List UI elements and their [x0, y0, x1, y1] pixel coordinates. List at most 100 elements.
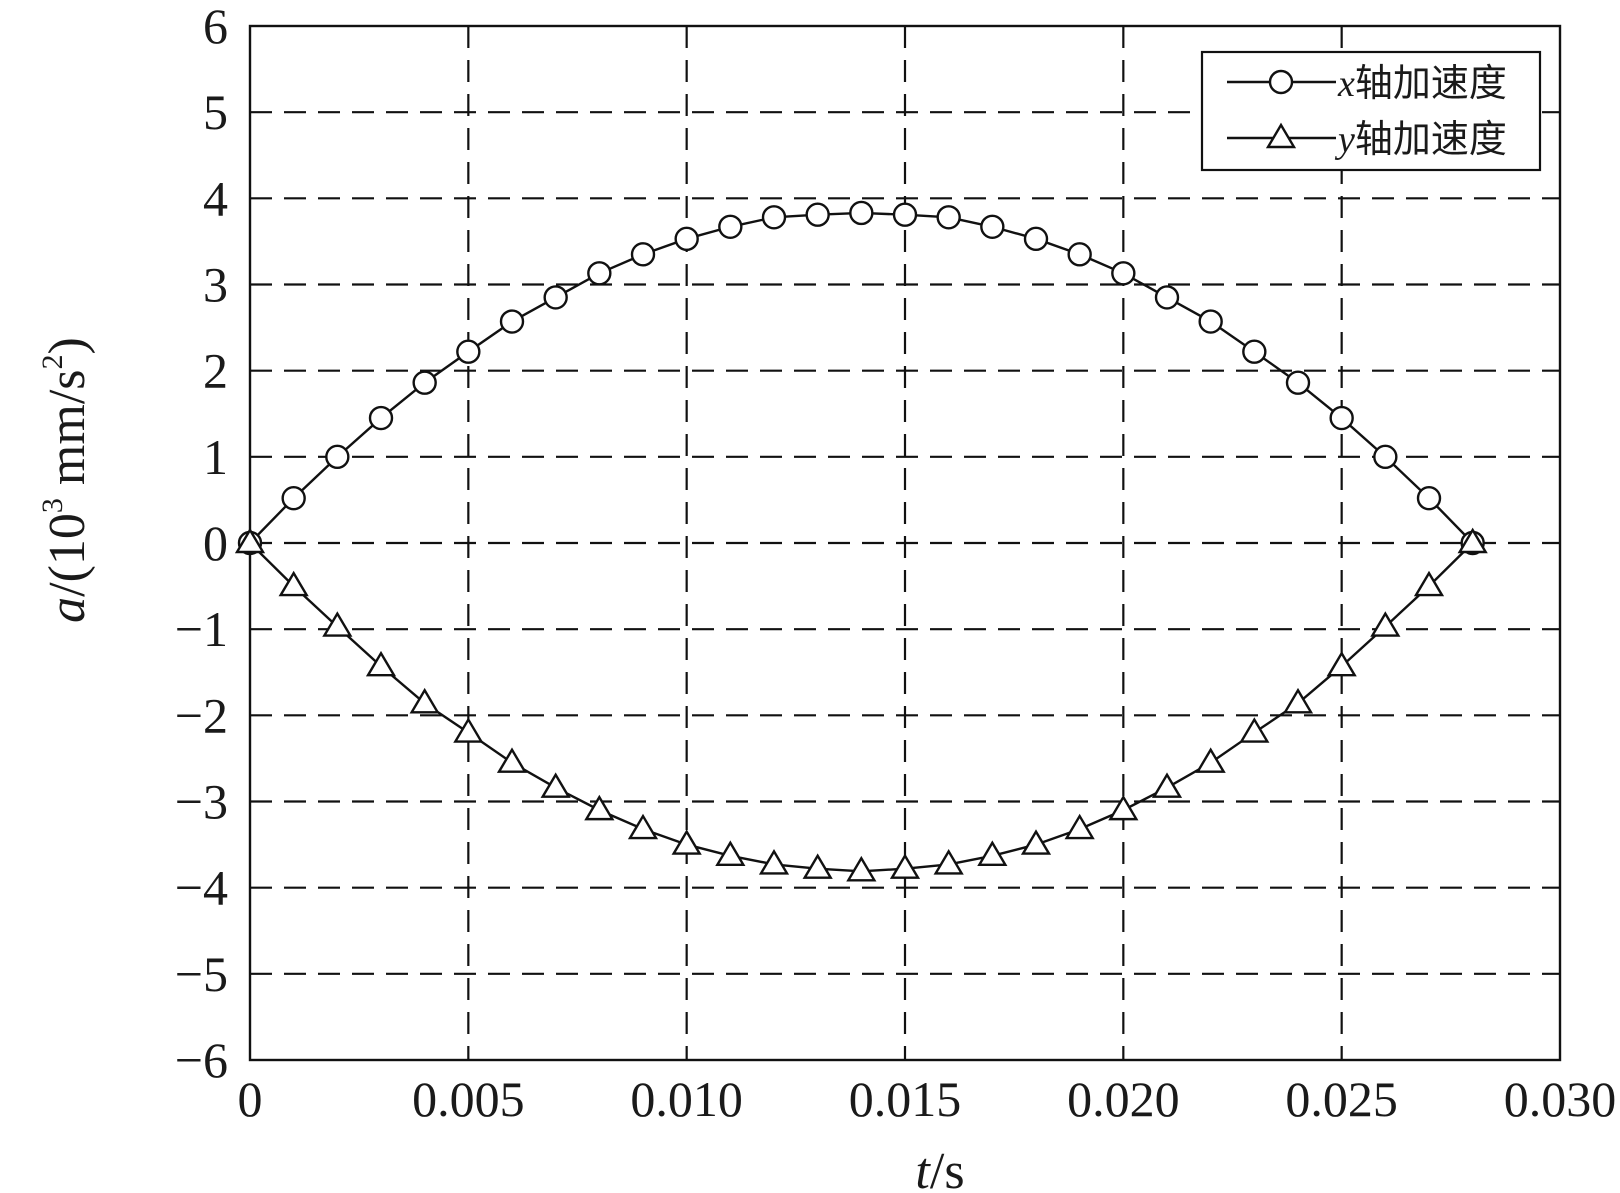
- data-point-triangle: [715, 840, 746, 866]
- data-point-triangle: [977, 840, 1008, 866]
- data-point-triangle: [846, 855, 877, 882]
- data-point-circle: [1242, 339, 1267, 364]
- data-point-circle: [587, 261, 612, 286]
- data-point-circle: [1067, 242, 1092, 267]
- legend-label-x-text: 轴加速度: [1355, 63, 1507, 105]
- x-tick-label: 0.025: [1285, 1071, 1398, 1127]
- data-point-circle: [1154, 285, 1180, 310]
- data-point-circle: [936, 205, 961, 230]
- data-point-triangle: [540, 772, 571, 798]
- data-point-triangle: [1413, 570, 1445, 597]
- data-point-circle: [456, 339, 481, 364]
- x-axis-title-symbol: t: [915, 1143, 931, 1193]
- data-point-triangle: [1326, 650, 1357, 677]
- x-tick-label: 0: [238, 1071, 263, 1127]
- data-point-circle: [718, 214, 743, 239]
- y-tick-labels: 6 5 4 3 2 1 0 −1 −2 −3 −4 −5 −6: [175, 0, 228, 1088]
- data-point-circle: [805, 202, 830, 227]
- y-tick-label: −1: [175, 601, 228, 657]
- data-point-circle: [980, 214, 1005, 239]
- data-point-triangle: [627, 813, 659, 840]
- legend-label-x: x轴加速度: [1337, 63, 1507, 105]
- data-point-circle: [412, 370, 437, 395]
- x-tick-label: 0.010: [630, 1071, 743, 1127]
- y-tick-label: 3: [203, 257, 228, 313]
- data-point-triangle: [1020, 829, 1052, 855]
- y-tick-label: −5: [175, 946, 228, 1002]
- x-axis-title-unit: /s: [930, 1143, 965, 1193]
- data-point-triangle: [409, 687, 440, 714]
- y-axis-title-unit-post: ): [39, 337, 96, 354]
- y-tick-label: 4: [203, 170, 228, 226]
- data-point-circle: [674, 226, 699, 252]
- x-tick-label: 0.005: [412, 1071, 525, 1127]
- data-point-triangle: [1370, 611, 1401, 637]
- data-point-triangle: [234, 527, 266, 554]
- legend-label-y-symbol: y: [1334, 119, 1355, 161]
- data-point-circle: [543, 285, 568, 310]
- legend: x轴加速度 y轴加速度: [1200, 50, 1542, 172]
- x-tick-labels: 0 0.005 0.010 0.015 0.020 0.025 0.030: [238, 1071, 1617, 1127]
- y-tick-label: 1: [203, 429, 228, 485]
- data-point-triangle: [1457, 527, 1488, 554]
- y-tick-label: −4: [175, 860, 228, 916]
- data-point-circle: [1329, 405, 1354, 431]
- data-point-triangle: [1064, 813, 1095, 840]
- legend-marker-circle: [1268, 69, 1294, 95]
- data-point-circle: [1111, 261, 1136, 286]
- y-tick-label: 0: [203, 515, 228, 571]
- data-point-circle: [281, 485, 306, 511]
- legend-marker-triangle: [1265, 122, 1297, 149]
- y-tick-label: 6: [203, 0, 228, 54]
- data-point-triangle: [933, 849, 964, 875]
- y-tick-label: −6: [175, 1032, 228, 1088]
- legend-label-y-text: 轴加速度: [1355, 119, 1507, 161]
- data-point-circle: [761, 205, 787, 230]
- y-axis-title: a/(103 mm/s2): [36, 337, 96, 623]
- series-x-acceleration: [237, 200, 1485, 556]
- data-point-circle: [1023, 226, 1049, 252]
- x-tick-label: 0.020: [1067, 1071, 1180, 1127]
- x-axis-title: t/s: [915, 1143, 964, 1193]
- data-point-circle: [368, 405, 394, 431]
- data-point-triangle: [1282, 687, 1314, 714]
- legend-box: [1200, 50, 1542, 172]
- data-point-triangle: [584, 794, 615, 821]
- y-tick-label: −2: [175, 687, 228, 743]
- data-point-circle: [892, 202, 918, 227]
- data-point-circle: [1285, 370, 1311, 395]
- data-point-circle: [1373, 444, 1398, 470]
- data-point-circle: [1198, 309, 1223, 334]
- y-axis-title-symbol: a: [39, 597, 96, 623]
- data-point-triangle: [671, 829, 702, 855]
- data-point-circle: [849, 200, 874, 226]
- data-point-circle: [325, 444, 350, 470]
- data-point-triangle: [1108, 794, 1139, 821]
- x-tick-label: 0.015: [849, 1071, 962, 1127]
- legend-label-x-symbol: x: [1337, 63, 1355, 105]
- data-point-triangle: [1151, 772, 1183, 798]
- data-point-triangle: [1239, 717, 1270, 743]
- y-tick-label: 5: [203, 84, 228, 140]
- data-point-triangle: [1195, 747, 1226, 773]
- series-layer: [234, 200, 1488, 882]
- data-point-triangle: [889, 853, 921, 879]
- grid: [250, 26, 1560, 1060]
- series-y-acceleration: [234, 527, 1488, 882]
- data-point-triangle: [758, 849, 790, 875]
- data-point-triangle: [322, 611, 353, 637]
- y-tick-label: 2: [203, 343, 228, 399]
- data-point-triangle: [278, 570, 309, 597]
- y-axis-title-unit-pre: /(10: [39, 513, 96, 597]
- data-point-triangle: [365, 650, 397, 677]
- data-point-circle: [1416, 485, 1442, 511]
- data-point-triangle: [496, 747, 528, 773]
- data-point-triangle: [802, 853, 833, 879]
- y-axis-title-unit-mid: mm/s: [39, 369, 96, 498]
- y-axis-title-exponent: 3: [36, 498, 69, 513]
- data-point-circle: [499, 309, 525, 334]
- y-axis-title-exponent-2: 2: [36, 354, 69, 369]
- data-point-triangle: [453, 717, 484, 743]
- x-tick-label: 0.030: [1504, 1071, 1617, 1127]
